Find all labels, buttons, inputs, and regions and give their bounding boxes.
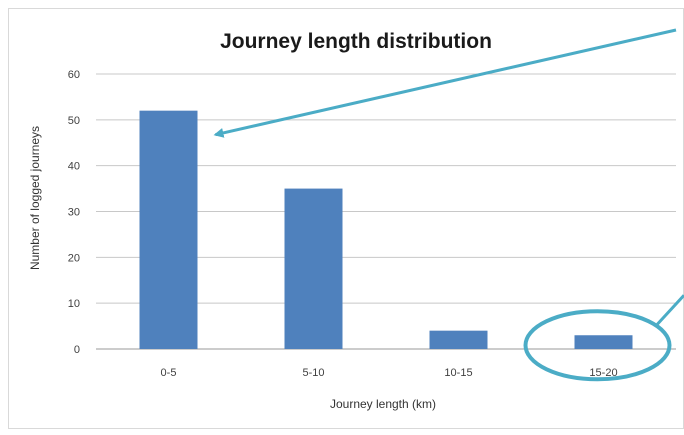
annotations [213,28,684,382]
bar [139,110,198,350]
annotation-arrow [213,28,677,138]
y-tick-label: 50 [68,115,80,127]
x-tick-label: 0-5 [161,367,177,379]
bars [139,110,633,350]
y-axis-label: Number of logged journeys [28,126,42,270]
y-axis-ticks: 0 10 20 30 40 50 60 [68,69,80,356]
y-tick-label: 60 [68,69,80,81]
bar [574,335,633,349]
y-tick-label: 10 [68,298,80,310]
annotation-ellipse [523,309,672,382]
y-tick-label: 0 [74,344,80,356]
bar [429,330,488,349]
annotation-pointer [654,294,684,328]
chart-frame [8,8,684,429]
y-tick-label: 20 [68,252,80,264]
chart-title: Journey length distribution [220,30,492,53]
x-tick-label: 10-15 [444,367,472,379]
y-tick-label: 40 [68,161,80,173]
x-tick-label: 5-10 [302,367,324,379]
y-tick-label: 30 [68,207,80,219]
x-axis-ticks: 0-5 5-10 10-15 15-20 [161,367,618,379]
x-tick-label: 15-20 [589,367,617,379]
x-axis-label: Journey length (km) [330,397,436,411]
bar [284,188,343,349]
